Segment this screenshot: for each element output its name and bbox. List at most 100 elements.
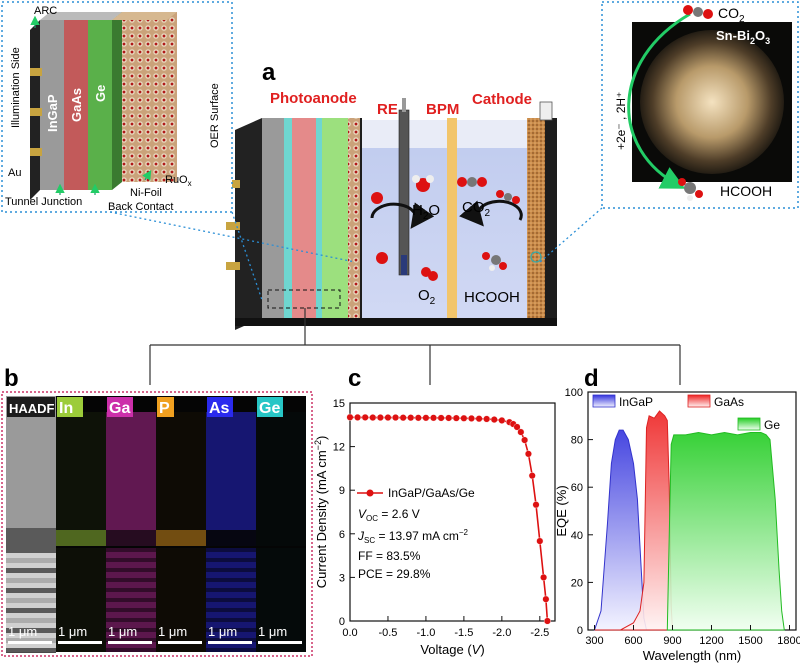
- x-tick-label: 1500: [738, 635, 762, 647]
- panel-a: a: [1, 1, 799, 330]
- y-tick-label: 12: [333, 442, 345, 454]
- haadf-stripe: [6, 568, 56, 573]
- scale-bar-label: 1 μm: [208, 624, 237, 639]
- ni-foil-label: Ni-Foil: [130, 187, 162, 199]
- panel-d-letter: d: [584, 365, 599, 392]
- jv-data-point: [414, 414, 422, 422]
- haadf-stripe: [6, 578, 56, 583]
- legend-label: InGaP: [619, 395, 653, 409]
- map-stripe: [106, 548, 156, 552]
- map-stripe: [106, 578, 156, 582]
- map-stripe: [106, 648, 156, 652]
- map-stripe: [106, 628, 156, 632]
- jv-data-point: [422, 414, 430, 422]
- y-tick-label: 6: [339, 529, 345, 541]
- molecule-icon: [496, 190, 520, 204]
- haadf-stripe: [6, 548, 56, 553]
- jv-data-point: [369, 414, 377, 422]
- jv-data-point: [399, 414, 407, 422]
- map-band: [206, 412, 256, 530]
- y-axis-label-text: Current Density (mA cm: [314, 450, 329, 588]
- map-band: [206, 548, 256, 652]
- jv-data-point: [543, 617, 551, 625]
- bpm-label: BPM: [426, 101, 459, 118]
- molecule-icon: [683, 5, 713, 19]
- map-stripe: [206, 568, 256, 572]
- molecule-icon: [457, 177, 487, 187]
- oer-surface-label: OER Surface: [209, 83, 221, 148]
- x-tick-label: 300: [585, 635, 603, 647]
- panel-c-letter: c: [348, 365, 361, 392]
- x-tick-label: 0.0: [342, 627, 357, 639]
- y-tick-label: 9: [339, 485, 345, 497]
- map-label: HAADF: [9, 401, 55, 416]
- x-tick-label: -1.0: [416, 627, 435, 639]
- y-tick-label: 0: [339, 616, 345, 628]
- eds-maps: HAADF 1 μm In 1 μm Ga 1 μm P 1 μm As 1 μm Ge 1 μm: [6, 396, 306, 653]
- eqe-area-ingap: [593, 429, 648, 631]
- jv-data-point: [528, 472, 536, 480]
- jv-data-point: [407, 414, 415, 422]
- voc-symbol: V: [358, 507, 367, 521]
- y-tick-label: 20: [571, 577, 583, 589]
- jv-data-point: [460, 414, 468, 422]
- eds-map-as: As 1 μm: [206, 396, 256, 652]
- ge-layer-label: Ge: [93, 85, 108, 102]
- molecule-icon: [412, 175, 434, 192]
- map-stripe: [206, 588, 256, 592]
- jv-data-point: [498, 416, 506, 424]
- haadf-stripe: [6, 618, 56, 623]
- scale-bar: [58, 641, 102, 644]
- jv-data-point: [483, 415, 491, 423]
- map-stripe: [206, 558, 256, 562]
- map-stripe: [106, 598, 156, 602]
- scale-bar-label: 1 μm: [108, 624, 137, 639]
- jsc-value: = 13.97 mA cm: [375, 529, 459, 543]
- jv-data-point: [354, 413, 362, 421]
- x-axis-label-var: V: [472, 642, 482, 657]
- sem-image: [640, 30, 784, 174]
- x-tick-label: -2.5: [530, 627, 549, 639]
- connector-lines: [149, 308, 681, 385]
- jv-data-point: [392, 414, 400, 422]
- jv-data-point: [475, 415, 483, 423]
- x-axis-label: Wavelength (nm): [643, 648, 742, 663]
- molecule-icon: [678, 178, 703, 201]
- eds-map-p: P 1 μm: [156, 396, 206, 652]
- molecule-icon: [421, 267, 438, 281]
- y-tick-label: 100: [565, 387, 583, 399]
- legend-marker: [366, 489, 374, 497]
- ingap-layer-label: InGaP: [45, 94, 60, 132]
- map-band: [106, 548, 156, 652]
- eds-map-ga: Ga 1 μm: [106, 396, 156, 652]
- map-label-box: [57, 397, 83, 417]
- inset-hcooh-label: HCOOH: [720, 183, 772, 199]
- jv-data-point: [513, 423, 521, 431]
- scale-bar: [208, 641, 252, 644]
- jv-data-point: [445, 414, 453, 422]
- map-band: [106, 530, 156, 546]
- jv-data-point: [376, 414, 384, 422]
- panel-c: c 0.0 -0.5 -1.0 -1.5 -2.0 -2.5 0 3 6 9 12 15 Voltage…: [313, 365, 556, 657]
- y-tick-label: 0: [577, 625, 583, 637]
- jv-data-point: [540, 573, 548, 581]
- catalyst-label: Sn-Bi2O3: [716, 28, 770, 46]
- jv-data-point: [490, 416, 498, 424]
- back-contact-label: Back Contact: [108, 201, 173, 213]
- map-band: [206, 530, 256, 546]
- eds-map-haadf: HAADF 1 μm: [6, 396, 56, 653]
- reaction-label: +2e⁻ , 2H⁺: [614, 92, 628, 150]
- plot-frame: [349, 402, 556, 622]
- jv-data-point: [437, 414, 445, 422]
- legend-swatch: [687, 394, 711, 408]
- x-axis-label-close: ): [480, 642, 484, 657]
- illumination-side-label: Illumination Side: [10, 47, 22, 128]
- haadf-region: [6, 548, 56, 652]
- cathode-label: Cathode: [472, 91, 532, 108]
- x-tick-label: 1800: [777, 635, 800, 647]
- map-band: [156, 412, 206, 530]
- map-band: [256, 412, 306, 530]
- map-band: [56, 530, 106, 546]
- map-stripe: [106, 608, 156, 612]
